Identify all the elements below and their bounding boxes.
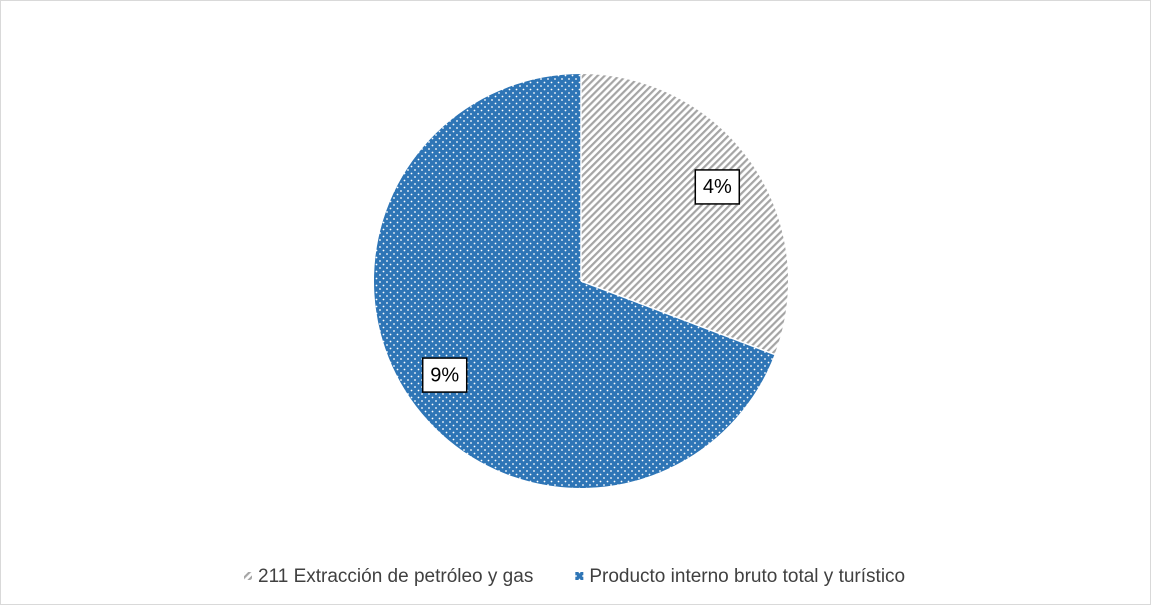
- data-label-box: [421, 357, 468, 393]
- slice-border: [580, 280, 775, 356]
- legend-marker: [244, 572, 252, 580]
- legend-label: 211 Extracción de petróleo y gas: [258, 566, 533, 587]
- legend-marker: [575, 572, 584, 580]
- legend-label: Producto interno bruto total y turístico: [589, 566, 905, 587]
- pie-slice: [373, 74, 775, 489]
- data-label: 9%: [430, 364, 459, 386]
- data-label: 4%: [703, 176, 732, 198]
- pie-slice: [581, 74, 788, 355]
- data-label-box: [694, 169, 741, 205]
